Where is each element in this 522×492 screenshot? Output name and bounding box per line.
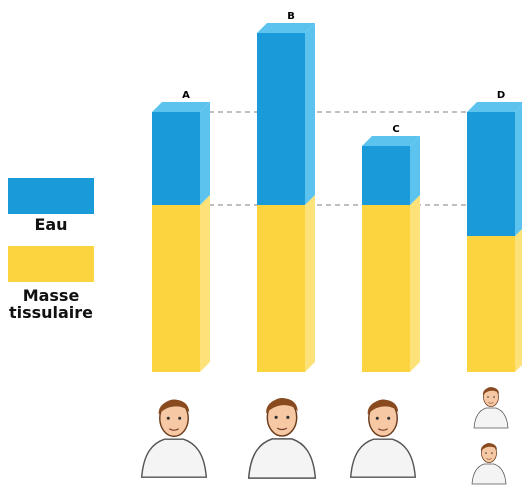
bar-segment-side bbox=[200, 195, 210, 372]
category-label: B bbox=[287, 11, 295, 22]
legend-swatch bbox=[8, 246, 94, 282]
bar-top bbox=[467, 102, 522, 112]
bar-segment bbox=[362, 146, 410, 205]
bar-segment bbox=[467, 112, 515, 236]
person-d1 bbox=[473, 386, 509, 429]
legend-swatch bbox=[8, 178, 94, 214]
bar-segment-side bbox=[305, 195, 315, 372]
legend-label: Eau bbox=[34, 215, 68, 234]
bar-segment-side bbox=[200, 102, 210, 205]
bar-segment bbox=[152, 112, 200, 205]
person-c bbox=[349, 399, 417, 478]
bar-top bbox=[362, 136, 420, 146]
bar-segment-side bbox=[515, 229, 522, 372]
bar-top bbox=[152, 102, 210, 112]
person-d2 bbox=[471, 442, 507, 485]
bar-segment-side bbox=[515, 105, 522, 236]
bar-segment bbox=[467, 236, 515, 372]
category-label: D bbox=[497, 90, 505, 101]
category-label: C bbox=[392, 124, 399, 135]
bar-segment bbox=[257, 33, 305, 205]
person-a bbox=[140, 399, 208, 478]
bar-segment-side bbox=[410, 195, 420, 372]
category-label: A bbox=[182, 90, 190, 101]
bar-top bbox=[257, 23, 315, 33]
bar-segment bbox=[362, 205, 410, 372]
person-b bbox=[247, 397, 317, 479]
legend-label: Masse tissulaire bbox=[8, 286, 94, 322]
bar-segment bbox=[152, 205, 200, 372]
bar-segment-side bbox=[305, 23, 315, 205]
bar-segment bbox=[257, 205, 305, 372]
bar-segment-side bbox=[410, 136, 420, 205]
